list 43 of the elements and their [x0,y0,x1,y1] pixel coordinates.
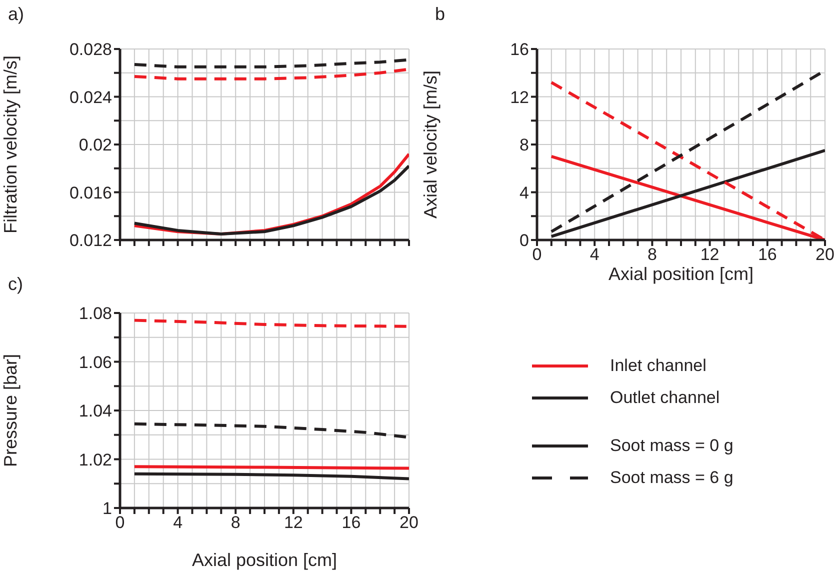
y-tick-label: 1.06 [78,352,112,372]
x-tick-label: 20 [816,245,834,264]
x-axis-title: Axial position [cm] [608,264,754,284]
chart-title: b [435,4,446,25]
y-tick-label: 1.04 [78,402,112,421]
x-tick-label: 16 [342,513,361,532]
y-tick-label: 0.024 [69,88,112,107]
line-series [132,58,409,68]
y-tick-label: 0 [520,231,529,250]
y-axis-title: Axial velocity [m/s] [420,70,440,219]
x-tick-label: 12 [700,245,720,264]
chart-title: c) [8,274,23,295]
x-tick-label: 0 [115,513,125,532]
x-tick-label: 8 [230,513,240,532]
y-tick-label: 8 [520,136,529,155]
y-tick-label: 0.028 [69,40,112,60]
line-series [132,318,409,328]
y-tick-label: 0.012 [69,231,112,250]
line-series [132,68,409,80]
y-tick-label: 0.016 [69,183,112,202]
legend-label: Inlet channel [610,356,706,376]
legend-label: Outlet channel [610,388,720,408]
x-tick-label: 4 [590,245,600,264]
y-tick-label: 16 [510,40,529,60]
y-tick-label: 4 [520,183,529,202]
x-tick-label: 16 [758,245,777,264]
y-tick-label: 12 [510,88,529,107]
y-axis-title: Filtration velocity [m/s] [0,55,20,234]
chart-title: a) [8,4,24,25]
y-tick-label: 1 [102,499,112,518]
legend-label: Soot mass = 6 g [610,468,734,488]
x-tick-label: 12 [284,513,303,532]
y-axis-title: Pressure [bar] [0,354,20,468]
x-axis-title: Axial position [cm] [192,550,338,570]
x-tick-label: 20 [400,513,418,532]
y-tick-label: 0.02 [78,136,112,155]
x-tick-label: 8 [647,245,657,264]
legend-label: Soot mass = 0 g [610,436,734,456]
line-series [132,422,409,439]
x-tick-label: 0 [532,245,542,264]
x-tick-label: 4 [173,513,183,532]
y-tick-label: 1.02 [78,450,112,470]
y-tick-label: 1.08 [78,304,112,324]
